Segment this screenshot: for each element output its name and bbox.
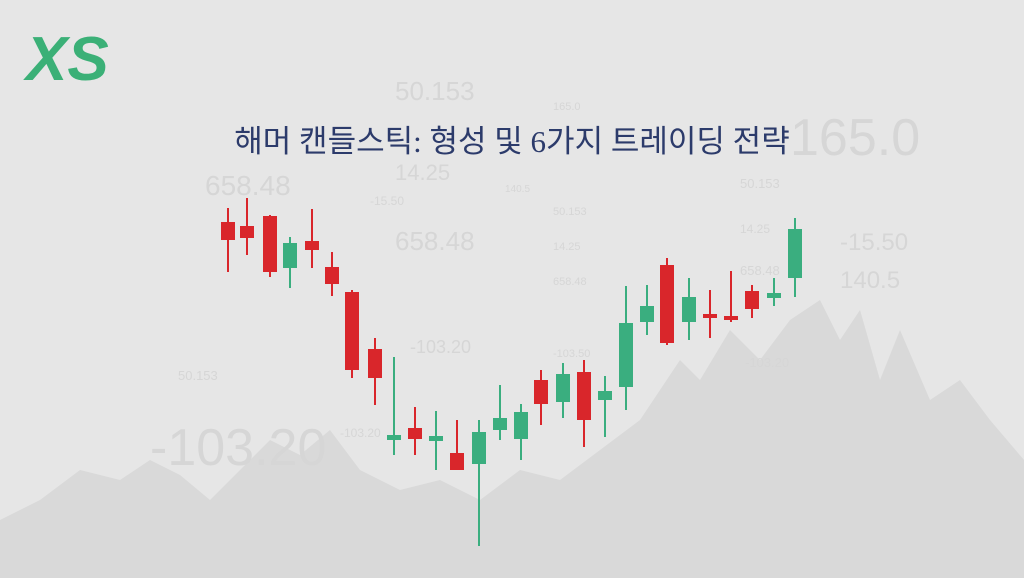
background-number: -103.20 xyxy=(150,419,326,477)
background-number: 50.153 xyxy=(740,176,780,191)
candle-body xyxy=(577,372,591,420)
background-number: -103.50 xyxy=(553,348,590,360)
background-number: 14.25 xyxy=(553,241,581,253)
candle-body xyxy=(556,374,570,402)
background-number: -103.20 xyxy=(340,426,381,440)
background-number: 140.5 xyxy=(840,267,900,294)
candle-body xyxy=(788,229,802,278)
candle-body xyxy=(745,291,759,309)
candle-body xyxy=(514,412,528,439)
background-number: 14.25 xyxy=(740,222,770,236)
candle-body xyxy=(305,241,319,250)
candle-body xyxy=(387,435,401,440)
candle-body xyxy=(534,380,548,404)
logo: XS xyxy=(23,25,109,94)
background-numbers: 50.153 165.0 165.0 14.25 658.48 140.5 -15.50 50… xyxy=(150,76,920,477)
candle-body xyxy=(724,316,738,320)
background-number: 140.5 xyxy=(505,184,530,195)
candle-body xyxy=(429,436,443,441)
background-number: 658.48 xyxy=(395,226,475,256)
title: 해머 캔들스틱: 형성 및 6가지 트레이딩 전략 xyxy=(234,124,789,159)
candle-body xyxy=(703,314,717,318)
candle-body xyxy=(221,222,235,240)
background-number: -103.20 xyxy=(410,337,471,357)
candle-body xyxy=(240,226,254,238)
candle-body xyxy=(619,323,633,387)
candle-body xyxy=(325,267,339,284)
candle-body xyxy=(682,297,696,322)
background-number: -103.20 xyxy=(745,355,789,370)
candle-body xyxy=(640,306,654,322)
candle-body xyxy=(263,216,277,272)
background-number: 165.0 xyxy=(790,109,920,167)
background-number: 658.48 xyxy=(740,263,780,278)
background-number: -15.50 xyxy=(370,194,404,208)
candle-body xyxy=(472,432,486,464)
candle-body xyxy=(450,453,464,470)
candle-body xyxy=(283,243,297,268)
background-number: -15.50 xyxy=(840,229,908,256)
candle-body xyxy=(408,428,422,439)
background-number: 658.48 xyxy=(553,276,587,288)
candle-body xyxy=(493,418,507,430)
background-number: 50.153 xyxy=(395,76,475,106)
candle-body xyxy=(368,349,382,378)
background-number: 658.48 xyxy=(205,170,291,201)
candle-body xyxy=(660,265,674,343)
background-number: 50.153 xyxy=(553,206,587,218)
background-number: 14.25 xyxy=(395,160,450,185)
candle-body xyxy=(767,293,781,298)
background-number: 50.153 xyxy=(178,368,218,383)
mountain-silhouette xyxy=(0,300,1024,578)
background-number: 165.0 xyxy=(553,101,581,113)
candle-body xyxy=(345,292,359,370)
candlesticks xyxy=(221,198,802,546)
candle-body xyxy=(598,391,612,400)
